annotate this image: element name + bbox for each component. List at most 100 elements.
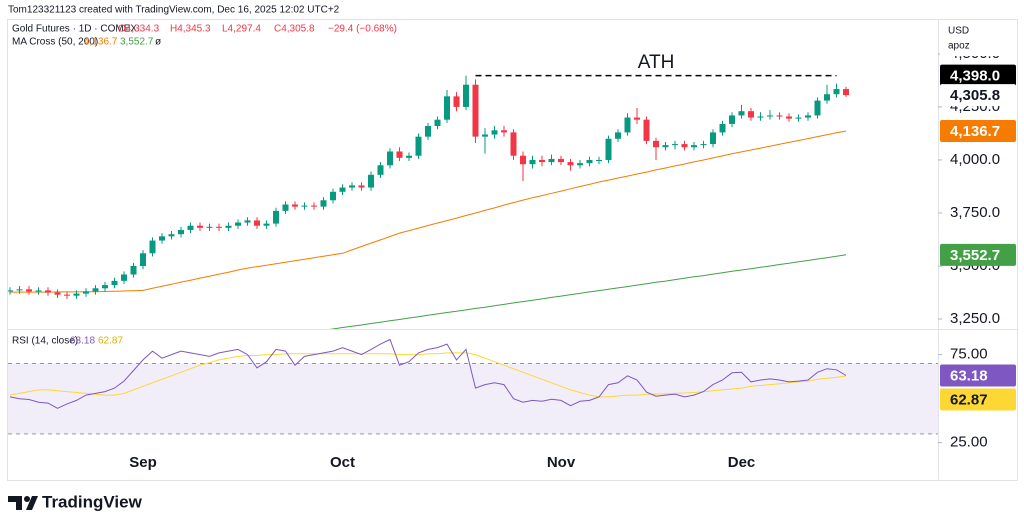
ma-line [10, 130, 847, 293]
candle-body [463, 84, 469, 107]
candle-body [738, 111, 745, 116]
ma-line [329, 254, 847, 329]
ma-box [940, 119, 1016, 142]
candle-body [501, 130, 507, 133]
brand: TradingView [42, 492, 143, 511]
candle-body [529, 159, 536, 165]
candle-body [491, 130, 498, 135]
chart-frame [7, 19, 1018, 481]
candle-body [767, 115, 773, 117]
candle-body [216, 226, 222, 228]
rsi-tick-label: 25.00 [950, 434, 988, 451]
candle-body [567, 162, 574, 166]
rsi-box [940, 364, 1016, 387]
candle-body [548, 158, 555, 163]
unit: apoz [948, 41, 970, 52]
candle-body [729, 115, 735, 124]
candle-body [178, 229, 184, 235]
candle-body [615, 132, 621, 139]
candle-body [26, 289, 32, 292]
candle-body [311, 205, 317, 207]
x-tick-label: Sep [129, 454, 157, 471]
candle-body [558, 158, 564, 163]
candle-body [149, 240, 156, 254]
rsi-pane [8, 338, 938, 435]
x-tick-label: Dec [728, 454, 756, 471]
candle-body [824, 94, 830, 101]
candle-body [140, 253, 146, 267]
ath-label: 4,398.0 [950, 68, 1000, 85]
candle-body [282, 204, 289, 211]
candle-body [482, 134, 488, 137]
candle-body [757, 116, 764, 118]
candle-body [681, 144, 688, 148]
last-price-label: 4,305.8 [950, 87, 1000, 104]
rsi-box [940, 388, 1016, 411]
candle-body [102, 285, 108, 289]
candle-body [83, 291, 89, 294]
candle-body [586, 159, 593, 164]
candle-body [339, 187, 346, 192]
x-tick-label: Oct [330, 454, 355, 471]
candle-body [434, 119, 441, 127]
candle-body [843, 89, 849, 96]
ohlc-legend: O4,334.3 H4,345.3 L4,297.4 C4,305.8 [118, 24, 315, 35]
candle-body [358, 185, 365, 188]
candle-body [814, 100, 821, 116]
candle-body [111, 280, 118, 286]
y-tick-label: 3,250.0 [950, 310, 1000, 327]
candle-body [700, 144, 707, 146]
rsi-line [9, 338, 847, 409]
ma-label: 4,136.7 [950, 123, 1000, 140]
candle-body [795, 117, 802, 119]
candle-body [805, 115, 811, 118]
indicator-name: MA Cross (50, 200) [12, 37, 98, 48]
y-tick-label: 4,000.0 [950, 151, 1000, 168]
ohlc-value: H4,345.3 [170, 24, 211, 35]
candle-body [510, 132, 517, 156]
ma-legend-value: 3,552.7 [120, 37, 154, 48]
candle-body [121, 274, 127, 281]
candle-body [643, 119, 650, 141]
y-tick-label: 3,750.0 [950, 204, 1000, 221]
candle-body [634, 117, 640, 120]
candle-body [235, 222, 241, 226]
candle-body [425, 126, 431, 137]
candle-body [833, 89, 840, 95]
candle-body [776, 115, 783, 117]
plot: Sep Oct Nov Dec ATH [8, 52, 938, 471]
candle-body [187, 225, 194, 230]
candle-body [577, 163, 583, 166]
candle-body [710, 132, 716, 145]
candle-body [273, 210, 279, 224]
candle-body [73, 293, 80, 296]
candle-body [596, 159, 602, 162]
candle-body [130, 266, 137, 275]
price-pane [8, 74, 849, 329]
ohlc-value: O4,334.3 [118, 24, 160, 35]
ma-legend-value: 4,136.7 [84, 37, 118, 48]
indicator-extra: ø [155, 37, 161, 48]
candle-body [368, 174, 374, 188]
candle-body [54, 292, 61, 295]
candle-body [92, 288, 99, 292]
rsi-legend-value: 63.18 [70, 336, 95, 347]
candle-body [396, 151, 403, 158]
currency: USD [948, 26, 969, 37]
candle-body [786, 116, 792, 119]
brand-logo [8, 496, 38, 510]
candle-body [159, 236, 165, 241]
candle-body [8, 290, 13, 292]
candle-body [520, 155, 526, 165]
symbol-title: Gold Futures · 1D · COMEX [12, 24, 137, 35]
candle-body [662, 145, 669, 148]
candle-body [472, 84, 479, 137]
x-tick-label: Nov [547, 454, 576, 471]
candle-body [197, 225, 203, 228]
candle-body [225, 225, 232, 228]
attribution: Tom123321123 created with TradingView.co… [8, 5, 340, 16]
candle-body [320, 200, 327, 207]
ma-box [940, 243, 1016, 266]
candle-body [168, 234, 175, 237]
